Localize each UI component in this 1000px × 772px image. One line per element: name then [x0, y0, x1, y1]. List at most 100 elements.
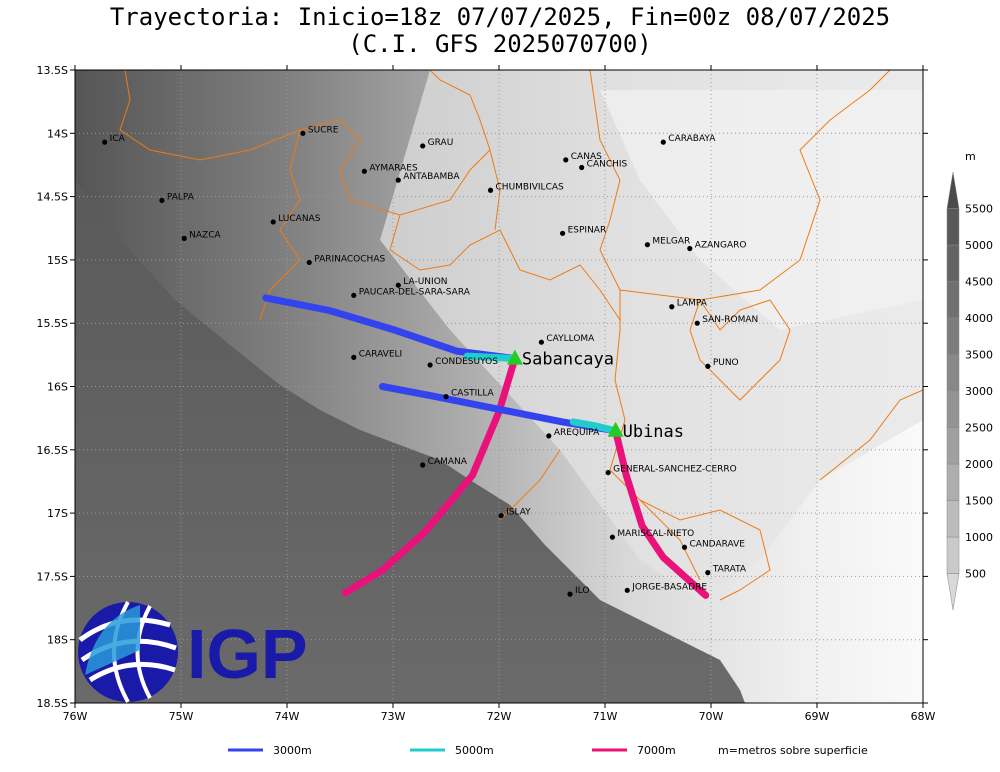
- colorbar-segment: [946, 171, 960, 209]
- colorbar-segment: [946, 208, 960, 246]
- lon-tick-label: 70W: [699, 710, 724, 723]
- lat-tick-label: 13.5S: [37, 64, 68, 77]
- lat-tick-label: 18S: [47, 634, 68, 647]
- volcano-label: Sabancaya: [522, 350, 614, 370]
- place-marker: [563, 157, 569, 163]
- colorbar-label: 4000: [965, 312, 993, 325]
- place-label: CAMANA: [428, 457, 468, 467]
- trajectory-sabancaya-7000m: [341, 355, 519, 597]
- elevation-colorbar: 500 1000 1500 2000 2500 3000 3500 4000 4500 5000 5…: [946, 150, 993, 611]
- trajectory-legend: 3000m 5000m 7000m m=metros sobre superficie: [228, 744, 868, 757]
- place-marker: [705, 363, 711, 369]
- place-marker: [300, 130, 306, 136]
- place-marker: [681, 544, 688, 550]
- place-label: NAZCA: [189, 230, 221, 240]
- colorbar-label: 4500: [965, 276, 993, 289]
- volcano-icon: [607, 421, 624, 437]
- lon-tick-label: 73W: [381, 710, 406, 723]
- igp-logo: IGP: [78, 601, 308, 703]
- place-label: LUCANAS: [278, 214, 320, 224]
- lat-tick-label: 14S: [47, 127, 68, 140]
- colorbar-label: 3500: [965, 349, 993, 362]
- place-marker: [567, 591, 573, 597]
- border-line: [389, 214, 621, 321]
- place-marker: [306, 259, 312, 266]
- lat-tick-label: 17S: [47, 507, 68, 520]
- place-marker: [498, 513, 504, 519]
- place-marker: [270, 219, 276, 225]
- colorbar-unit: m: [965, 150, 976, 163]
- regional-borders: [119, 70, 923, 601]
- lat-tick-label: 15S: [47, 254, 68, 267]
- lat-tick-label: 15.5S: [37, 317, 68, 330]
- place-marker: [351, 292, 357, 298]
- lon-tick-label: 75W: [169, 710, 194, 723]
- place-label: JORGE-BASADRE: [631, 582, 707, 592]
- lon-tick-label: 68W: [911, 710, 936, 723]
- place-label: LAMPA: [677, 299, 708, 309]
- place-label: CANDARAVE: [690, 539, 746, 549]
- border-line: [619, 70, 891, 301]
- place-marker: [560, 230, 566, 236]
- colorbar-segment: [946, 573, 960, 611]
- border-line: [119, 70, 491, 216]
- place-marker: [420, 143, 426, 149]
- colorbar-label: 1000: [965, 531, 993, 544]
- colorbar-segment: [946, 427, 960, 465]
- place-label: ANTABAMBA: [403, 172, 460, 182]
- place-marker: [705, 570, 711, 576]
- legend-label: 5000m: [455, 744, 494, 757]
- lat-tick-label: 18.5S: [37, 697, 68, 710]
- trajectory-sabancaya-5000m: [463, 352, 519, 363]
- place-label: PALPA: [167, 192, 195, 202]
- place-label: MARISCAL-NIETO: [617, 529, 694, 539]
- place-label: CANAS: [571, 152, 602, 162]
- colorbar-segment: [946, 463, 960, 501]
- border-line: [819, 389, 923, 481]
- place-label: CHUMBIVILCAS: [496, 182, 564, 192]
- trajectory-ubinas-5000m: [569, 418, 620, 435]
- lat-tick-label: 16S: [47, 381, 68, 394]
- legend-label: 3000m: [273, 744, 312, 757]
- lon-tick-label: 69W: [805, 710, 830, 723]
- place-marker: [546, 433, 552, 439]
- place-marker: [694, 320, 700, 326]
- place-label: PAUCAR-DEL-SARA-SARA: [359, 287, 471, 297]
- place-marker: [538, 339, 545, 345]
- place-label: LA-UNION: [403, 277, 447, 287]
- lat-tick-label: 16.5S: [37, 444, 68, 457]
- place-marker: [420, 462, 426, 468]
- colorbar-segment: [946, 500, 960, 538]
- place-marker: [102, 139, 108, 145]
- trajectory-layer: [262, 294, 710, 599]
- lon-tick-label: 76W: [63, 710, 88, 723]
- colorbar-label: 2500: [965, 422, 993, 435]
- place-marker: [624, 587, 630, 593]
- place-marker: [609, 534, 616, 540]
- colorbar-segment: [946, 536, 960, 574]
- colorbar-segment: [946, 244, 960, 282]
- lon-tick-label: 72W: [487, 710, 512, 723]
- colorbar-segment: [946, 317, 960, 355]
- axis-ticks: 76W 75W 74W 73W 72W 71W 70W 69W 68W 13.5S 14S 14.5S…: [37, 64, 936, 723]
- volcano-label: Ubinas: [623, 422, 684, 442]
- lat-tick-label: 17.5S: [37, 570, 68, 583]
- place-label: CARABAYA: [668, 134, 716, 144]
- place-label: GRAU: [428, 138, 454, 148]
- place-label: PUNO: [713, 358, 739, 368]
- place-marker: [443, 394, 449, 400]
- volcano-layer: Sabancaya Ubinas: [506, 349, 684, 442]
- place-marker: [159, 197, 165, 203]
- border-line: [639, 499, 771, 601]
- place-label: CONDESUYOS: [435, 357, 498, 367]
- place-marker: [395, 177, 401, 183]
- place-label: CASTILLA: [451, 389, 495, 399]
- legend-note: m=metros sobre superficie: [718, 744, 868, 757]
- place-marker: [427, 362, 433, 368]
- trajectory-ubinas-7000m: [612, 427, 710, 599]
- colorbar-label: 1500: [965, 495, 993, 508]
- high-plateau-shade: [600, 90, 923, 330]
- volcano-icon: [506, 349, 523, 365]
